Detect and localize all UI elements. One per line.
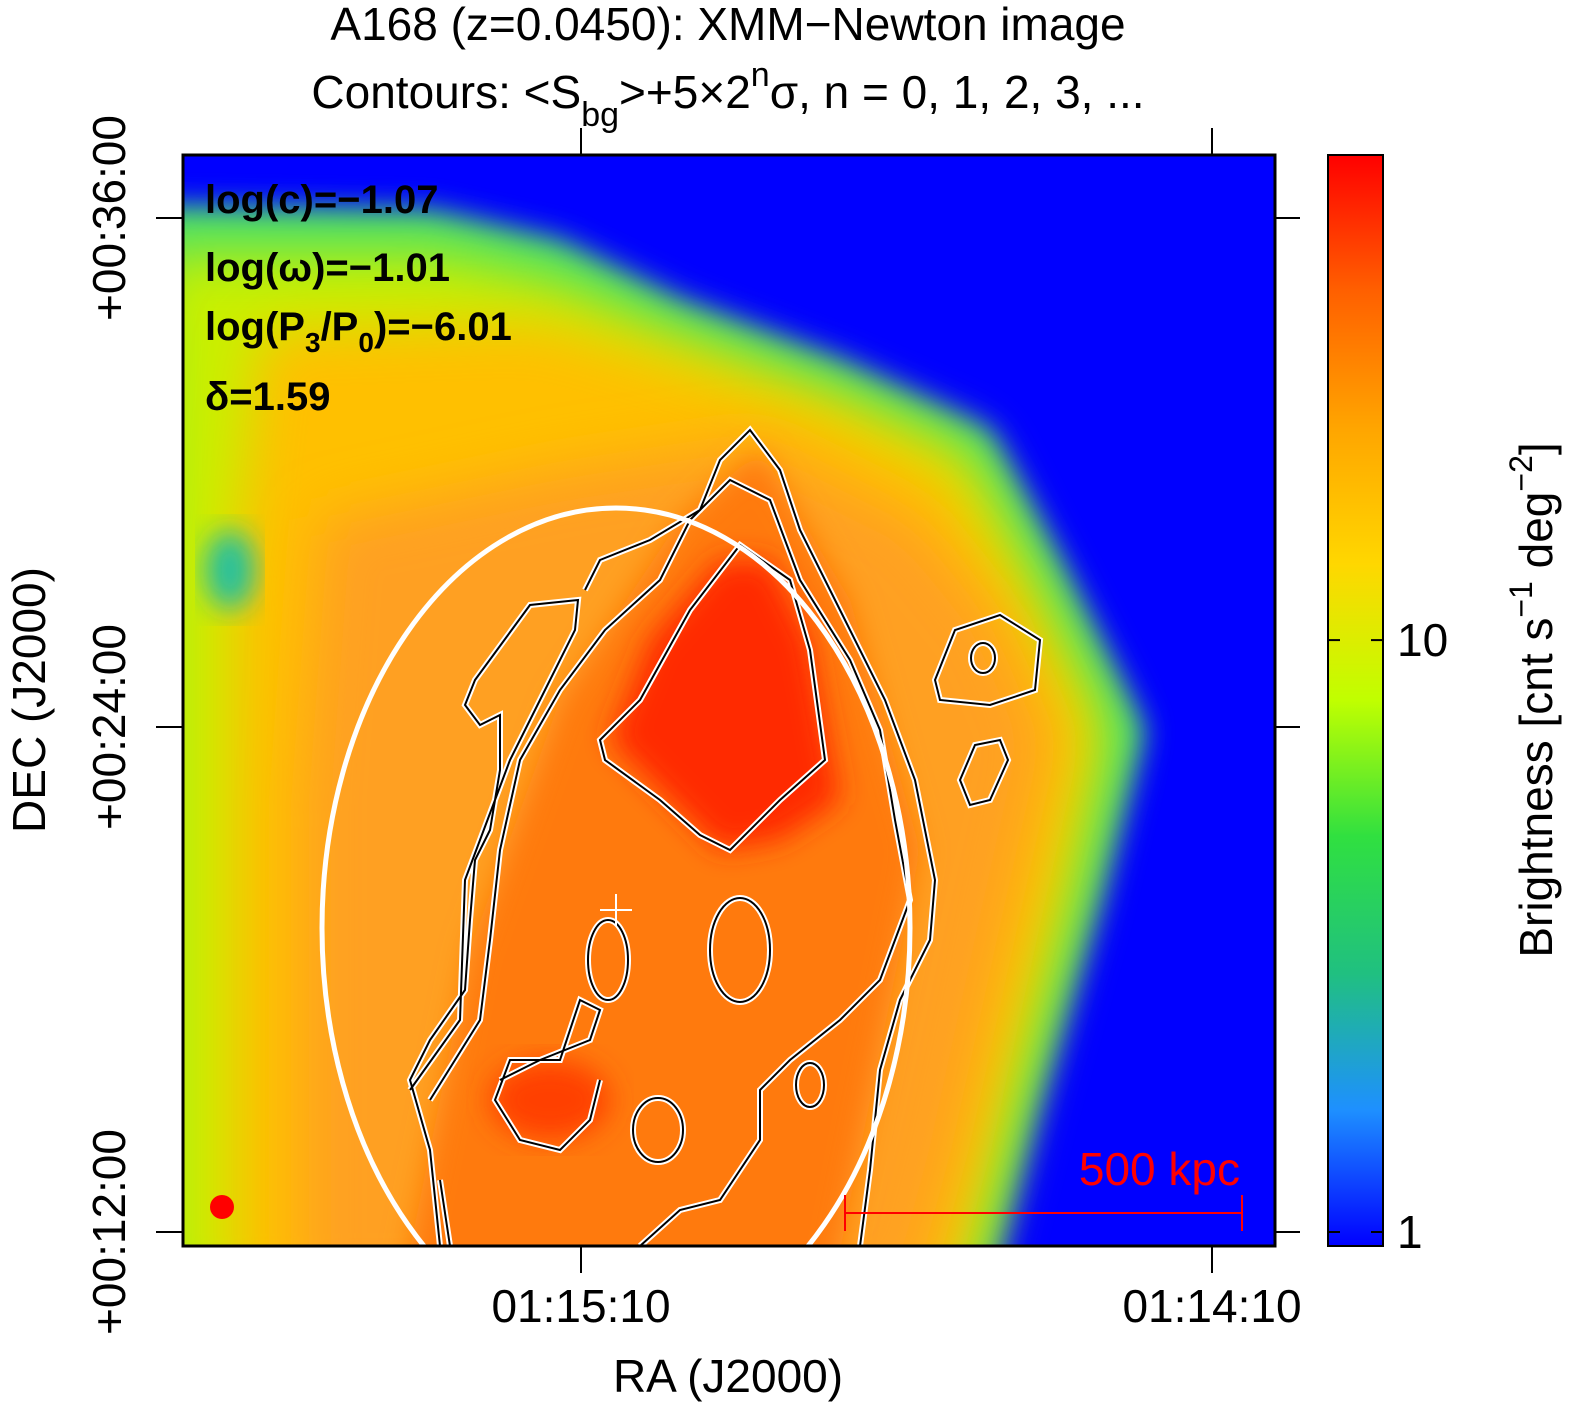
colorbar-label-part: deg [1510,492,1562,582]
y-tick-label: +00:36:00 [83,115,135,321]
aperture-ellipse [319,505,913,1246]
stat: log(c)=−1.07 [205,178,438,222]
stat: log(P3/P0)=−6.01 [205,305,512,358]
stats: log(c)=−1.07 log(ω)=−1.01 log(P3/P0)=−6.… [205,178,512,419]
subtitle-sup: n [751,56,770,94]
stat-part: /P [321,305,359,349]
colorbar-label-sup: −2 [1503,455,1539,491]
subtitle-part: Contours: <S [311,66,581,118]
x-tick-label: 01:15:10 [491,1280,670,1332]
scale-bar [844,1195,1243,1231]
colorbar-tick-label: 10 [1397,614,1448,666]
subtitle-part: >+5×2 [619,66,751,118]
psf-dot [210,1195,234,1219]
stat-part: δ=1.59 [205,375,330,419]
title: A168 (z=0.0450): XMM−Newton image [330,0,1125,50]
y-tick-label: +00:24:00 [83,624,135,830]
stat: log(ω)=−1.01 [205,246,450,290]
colorbar-gradient [1327,154,1384,1247]
stat-sub: 3 [305,327,321,358]
colorbar-label-sup: −1 [1503,581,1539,617]
plot-frame [181,153,1277,1248]
stat-part: log(ω)=−1.01 [205,246,450,290]
colorbar-label: Brightness [cnt s−1 deg−2] [1503,442,1562,957]
stat-part: log(c)=−1.07 [205,178,438,222]
y-tick-label: +00:12:00 [83,1129,135,1335]
subtitle-sub: bg [581,96,619,134]
x-axis-label: RA (J2000) [613,1350,843,1402]
center-cross [600,894,632,926]
scale-bar-label: 500 kpc [1079,1143,1240,1195]
colorbar-label-part: ] [1510,442,1562,455]
stat-sub: 0 [358,327,374,358]
image: 500 kpc [183,155,1275,1246]
stat-part: log(P [205,305,305,349]
y-axis-label: DEC (J2000) [3,567,55,833]
stat-part: )=−6.01 [374,305,512,349]
subtitle: Contours: <Sbg>+5×2nσ, n = 0, 1, 2, 3, .… [311,56,1144,134]
colorbar-tick-label: 1 [1397,1206,1423,1258]
subtitle-part: σ, n = 0, 1, 2, 3, ... [770,66,1145,118]
stat: δ=1.59 [205,375,330,419]
colorbar: 1 10 [1327,154,1448,1258]
x-tick-label: 01:14:10 [1122,1280,1301,1332]
colorbar-label-part: Brightness [cnt s [1510,618,1562,958]
